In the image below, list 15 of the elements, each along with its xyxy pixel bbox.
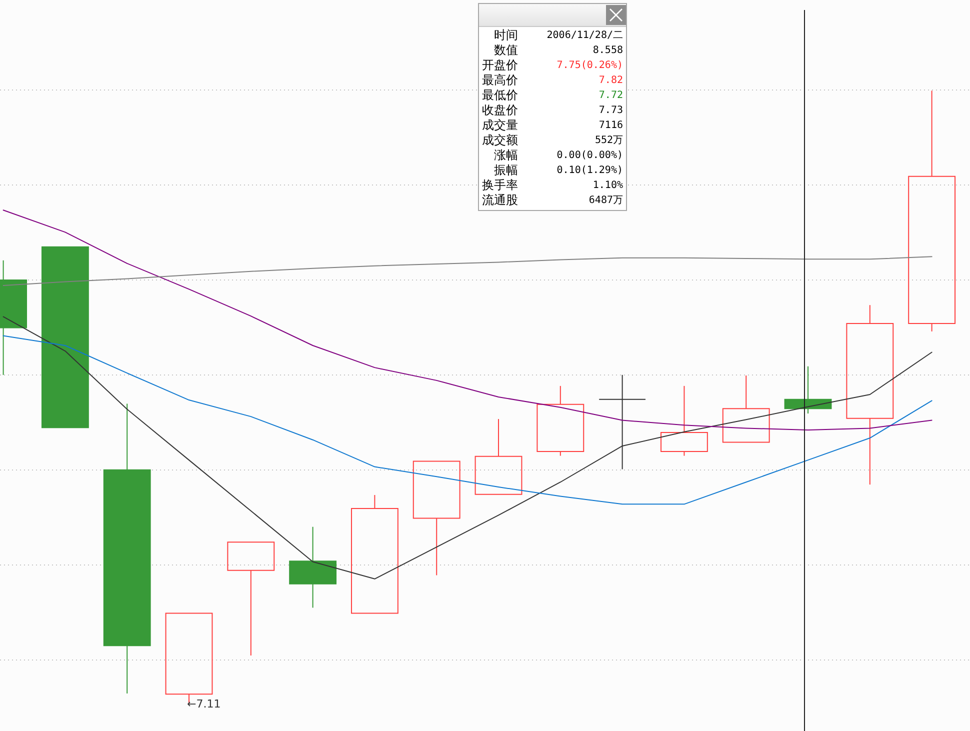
candlestick xyxy=(103,403,151,694)
candlestick xyxy=(908,90,956,332)
candlestick xyxy=(722,375,770,443)
candlestick xyxy=(412,460,460,576)
candlestick xyxy=(289,526,337,608)
candlestick xyxy=(350,494,398,614)
candlestick xyxy=(41,246,89,428)
candlestick xyxy=(227,542,275,656)
candlestick xyxy=(598,374,646,470)
candlestick xyxy=(660,385,708,456)
candlestick xyxy=(474,418,522,495)
info-panel: 时间 2006/11/28/二 数值 8.558 开盘价 7.75(0.26%) 最高价 7.82 最低价 7.72 收盘价 7.73 成交量 7116 成交额 552万 涨幅 0.00(0.00%) 振幅 0.10(1.29%) 换手率 1.10% 流通股 6487万 xyxy=(478,3,627,211)
annotation: ←7.11 xyxy=(187,697,221,710)
candlestick xyxy=(536,385,584,456)
candlestick xyxy=(846,304,894,486)
